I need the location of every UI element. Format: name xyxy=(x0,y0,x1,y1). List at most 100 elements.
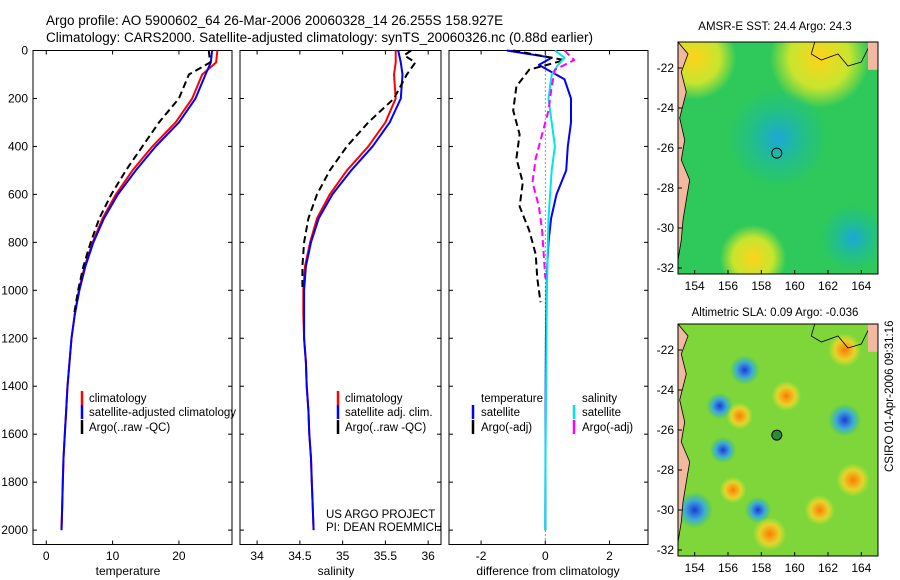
map-y-tick-label: -30 xyxy=(657,221,675,235)
x-tick-label: 10 xyxy=(106,549,120,563)
figure-title-line2: Climatology: CARS2000. Satellite-adjuste… xyxy=(46,30,593,45)
series-temperature-argo-adj xyxy=(512,49,566,303)
map-anomaly-warm xyxy=(804,495,835,525)
x-tick-label: 0 xyxy=(43,549,50,563)
credit-project: US ARGO PROJECT xyxy=(326,509,435,521)
legend-label-climatology: climatology xyxy=(89,393,147,405)
series-satellite-adjusted-climatology xyxy=(60,50,214,531)
sst-map: 154 156 158 160 162 164 -22 -24 -26 -28 -30 -32 xyxy=(657,41,879,293)
x-tick-label: 34 xyxy=(250,549,264,563)
map-frame xyxy=(677,41,879,275)
difference-panel: -2 0 2 xyxy=(449,49,648,563)
sla-map-title: Altimetric SLA: 0.09 Argo: -0.036 xyxy=(692,307,859,319)
difference-xlabel: difference from climatology xyxy=(476,564,619,578)
map-x-tick-label: 160 xyxy=(785,279,805,293)
y-tick-label: 400 xyxy=(8,139,28,153)
map-x-tick-label: 164 xyxy=(851,561,871,575)
y-tick-label: 200 xyxy=(8,91,28,105)
map-y-tick-label: -22 xyxy=(657,343,675,357)
temperature-panel: 0 200 400 600 800 1000 1200 1400 1600 1800 2000 0 10… xyxy=(1,44,232,563)
map-x-tick-label: 158 xyxy=(751,561,771,575)
map-field xyxy=(678,324,878,556)
legend-label-temperature-satellite: satellite xyxy=(481,407,520,419)
map-x-tick-label: 154 xyxy=(685,561,705,575)
salinity-legend: climatology satellite adj. clim. Argo(..… xyxy=(336,391,433,434)
legend-label-satellite-adj: satellite adj. clim. xyxy=(345,407,433,419)
credit-stamp: CSIRO 01-Apr-2006 09:31:16 xyxy=(884,320,896,472)
legend-label-climatology: climatology xyxy=(345,393,403,405)
map-x-tick-label: 162 xyxy=(818,561,838,575)
map-x-tick-label: 162 xyxy=(818,279,838,293)
island-outline xyxy=(810,42,872,67)
map-anomaly-cool xyxy=(709,436,737,464)
map-anomaly-cool xyxy=(744,496,772,524)
land-patch xyxy=(868,42,878,70)
temperature-legend: climatology satellite-adjusted climatolo… xyxy=(80,391,236,434)
map-y-tick-label: -32 xyxy=(657,543,675,557)
map-y-tick-label: -32 xyxy=(657,261,675,275)
salinity-xlabel: salinity xyxy=(318,564,355,578)
legend-header-salinity: salinity xyxy=(582,393,617,405)
legend-label-salinity-argo: Argo(-adj) xyxy=(582,422,633,434)
map-anomaly-cool xyxy=(678,491,713,529)
x-tick-label: 0 xyxy=(542,549,549,563)
legend-label-argo: Argo(..raw -QC) xyxy=(345,422,426,434)
argo-position-marker xyxy=(771,429,783,441)
map-y-tick-label: -28 xyxy=(657,463,675,477)
land-patch xyxy=(868,324,878,352)
coastline xyxy=(678,42,691,274)
y-tick-label: 600 xyxy=(8,187,28,201)
y-tick-label: 0 xyxy=(21,44,28,58)
salinity-axes xyxy=(239,50,442,545)
legend-label-argo: Argo(..raw -QC) xyxy=(89,422,170,434)
map-y-tick-label: -26 xyxy=(657,141,675,155)
y-tick-label: 1200 xyxy=(1,331,28,345)
map-x-tick-label: 154 xyxy=(685,279,705,293)
y-tick-label: 800 xyxy=(8,235,28,249)
difference-legend: temperature satellite Argo(-adj) salinit… xyxy=(471,393,633,434)
credit-pi: PI: DEAN ROEMMICH xyxy=(326,522,442,534)
series-climatology xyxy=(302,50,397,531)
map-y-tick-label: -28 xyxy=(657,181,675,195)
island-outline xyxy=(810,324,872,349)
salinity-panel: 34 34.5 35 35.5 36 xyxy=(240,49,441,563)
x-tick-label: 20 xyxy=(172,549,186,563)
y-tick-label: 1600 xyxy=(1,427,28,441)
map-field xyxy=(678,42,878,274)
coastline xyxy=(678,324,691,556)
legend-label-salinity-satellite: satellite xyxy=(582,407,621,419)
map-anomaly-cool xyxy=(828,403,862,437)
map-anomaly-cool xyxy=(706,392,734,420)
map-y-tick-label: -30 xyxy=(657,503,675,517)
map-anomaly-cool xyxy=(819,204,878,272)
map-anomaly-cool xyxy=(729,355,760,385)
x-tick-label: -2 xyxy=(476,549,487,563)
map-y-tick-label: -22 xyxy=(657,61,675,75)
difference-axes xyxy=(448,50,649,545)
map-x-tick-label: 156 xyxy=(718,561,738,575)
series-salinity-argo-adj xyxy=(531,49,576,279)
x-tick-label: 36 xyxy=(421,549,435,563)
legend-header-temperature: temperature xyxy=(481,393,543,405)
x-tick-label: 34.5 xyxy=(288,549,312,563)
series-argo-raw-qc xyxy=(73,50,212,315)
series-argo-raw-qc xyxy=(301,49,417,291)
figure-title-line1: Argo profile: AO 5900602_64 26-Mar-2006 … xyxy=(46,13,503,28)
map-anomaly-warm xyxy=(678,42,737,100)
sla-map: 154 156 158 160 162 164 -22 -24 -26 -28 -30 -32 xyxy=(657,323,879,575)
x-tick-label: 35 xyxy=(336,549,350,563)
x-tick-label: 35.5 xyxy=(374,549,398,563)
y-tick-label: 2000 xyxy=(1,523,28,537)
map-anomaly-warm xyxy=(828,333,862,367)
map-x-tick-label: 156 xyxy=(718,279,738,293)
map-y-tick-label: -26 xyxy=(657,423,675,437)
map-x-tick-label: 158 xyxy=(751,279,771,293)
map-anomaly-warm xyxy=(719,476,747,504)
map-x-tick-label: 164 xyxy=(851,279,871,293)
series-climatology xyxy=(60,50,219,531)
argo-position-marker xyxy=(771,147,783,159)
map-x-tick-label: 160 xyxy=(785,561,805,575)
legend-label-temperature-argo: Argo(-adj) xyxy=(481,422,532,434)
temperature-axes xyxy=(32,50,233,545)
